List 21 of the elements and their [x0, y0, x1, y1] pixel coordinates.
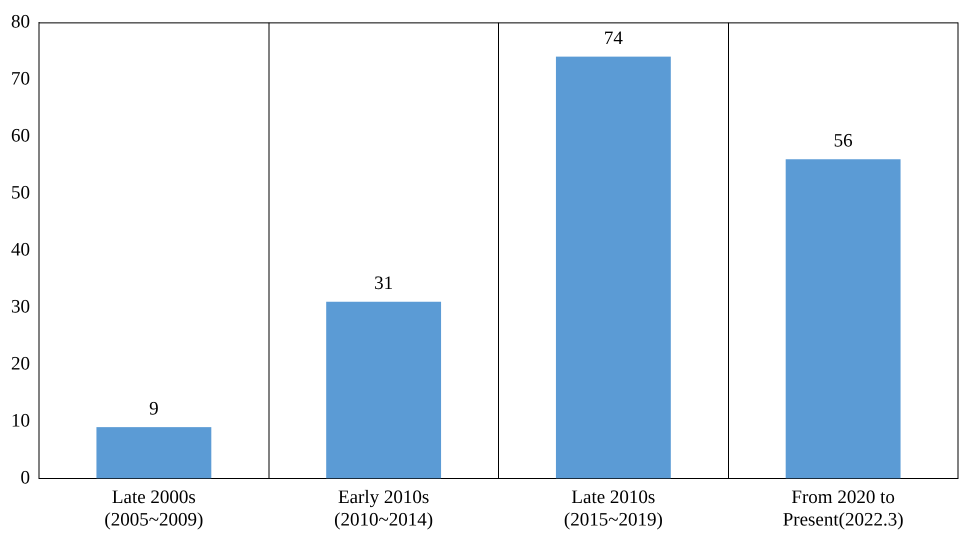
y-tick-label: 60 [11, 125, 30, 146]
y-tick-label: 30 [11, 296, 30, 318]
y-tick-label: 50 [11, 182, 30, 204]
y-tick-label: 10 [11, 410, 30, 432]
x-tick-label: Early 2010s (2010~2014) [334, 486, 434, 531]
y-tick-label: 20 [11, 353, 30, 374]
bar [786, 159, 901, 478]
data-label: 9 [149, 398, 159, 420]
data-label: 31 [374, 273, 394, 294]
bar [556, 56, 671, 478]
bar [326, 302, 442, 478]
data-label: 74 [604, 28, 624, 50]
x-tick-label: From 2020 to Present(2022.3) [782, 486, 904, 531]
x-tick-label: Late 2000s (2005~2009) [104, 486, 204, 531]
x-tick-label: Late 2010s (2015~2019) [564, 486, 663, 531]
data-label: 56 [834, 130, 853, 152]
y-tick-label: 70 [11, 68, 30, 90]
bar [96, 427, 212, 478]
y-tick-label: 0 [20, 467, 30, 488]
y-tick-label: 40 [11, 239, 30, 260]
y-tick-label: 80 [11, 11, 30, 32]
